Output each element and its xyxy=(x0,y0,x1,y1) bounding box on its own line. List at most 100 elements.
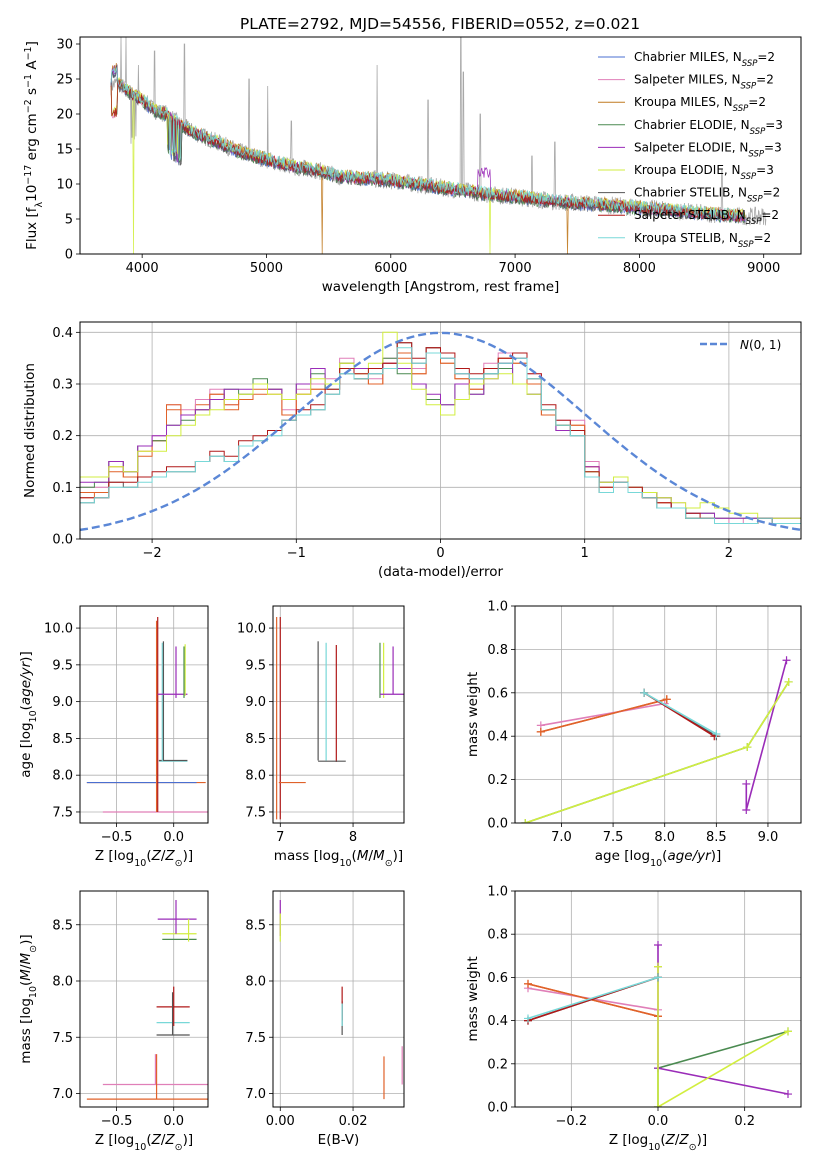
weight-marker xyxy=(640,688,649,697)
y-tick-label: 0.2 xyxy=(487,1057,508,1072)
x-tick-label: 4000 xyxy=(126,261,159,276)
weight-marker xyxy=(742,779,751,788)
panel-weight_vs_age: 7.0 7.5 8.0 8.5 9.0 0.0 0.2 0.4 0.6 0.8 1.0 age [lo… xyxy=(465,600,802,869)
x-tick-label: 7.0 xyxy=(551,830,572,845)
legend-label: Salpeter MILES, NSSP=2 xyxy=(634,73,774,92)
weight-line xyxy=(540,698,668,733)
y-axis-label: mass [log10(M/M⊙)] xyxy=(18,934,39,1063)
x-axis-label: Z [log10(Z/Z⊙)] xyxy=(609,1132,707,1153)
y-tick-label: 7.0 xyxy=(52,1087,73,1102)
weight-marker xyxy=(742,805,751,814)
panel-weight_vs_Z: −0.2 0.0 0.2 0.0 0.2 0.4 0.6 0.8 1.0 Z [log10(Z/Z… xyxy=(465,885,802,1153)
weight-line xyxy=(527,983,659,1018)
y-axis-label: mass weight xyxy=(465,956,481,1041)
x-tick-label: 8.5 xyxy=(706,830,727,845)
legend-label: Kroupa MILES, NSSP=2 xyxy=(634,95,766,114)
y-tick-label: 0.8 xyxy=(487,928,508,943)
weight-marker xyxy=(536,727,545,736)
x-tick-label: 8.0 xyxy=(654,830,675,845)
y-tick-label: 0.2 xyxy=(52,429,73,444)
model-spectrum xyxy=(110,62,746,254)
weight-marker xyxy=(662,695,671,704)
x-tick-label: 5000 xyxy=(250,261,283,276)
plot-area xyxy=(515,606,801,823)
y-tick-label: 0.0 xyxy=(52,533,73,548)
x-tick-label: 2 xyxy=(725,546,733,561)
legend: Chabrier MILES, NSSP=2 Salpeter MILES, NS… xyxy=(598,50,783,250)
weight-marker xyxy=(784,1090,792,1099)
weight-marker xyxy=(712,730,721,739)
x-tick-label: 7.5 xyxy=(603,830,624,845)
y-tick-label: 1.0 xyxy=(487,600,508,615)
x-tick-label: −0.5 xyxy=(101,830,133,845)
x-tick-label: 0.00 xyxy=(266,1114,295,1129)
axes-frame xyxy=(272,890,405,1108)
y-tick-label: 10 xyxy=(56,178,73,193)
y-tick-label: 0.1 xyxy=(52,481,73,496)
x-tick-label: 9000 xyxy=(747,261,780,276)
weight-marker xyxy=(654,1103,662,1107)
plot-area xyxy=(80,891,208,1107)
y-tick-label: 8.0 xyxy=(52,769,73,784)
x-tick-label: 0.0 xyxy=(163,1114,184,1129)
y-tick-label: 8.0 xyxy=(52,975,73,990)
y-tick-label: 0.8 xyxy=(487,643,508,658)
weight-line xyxy=(745,660,788,811)
y-tick-label: 7.0 xyxy=(245,1087,266,1102)
x-tick-label: 0.02 xyxy=(339,1114,368,1129)
y-tick-label: 25 xyxy=(56,73,73,88)
histogram-step xyxy=(80,331,801,519)
weight-line xyxy=(657,966,789,1107)
y-tick-label: 0 xyxy=(65,248,73,263)
y-tick-label: 7.5 xyxy=(245,805,266,820)
x-tick-label: −0.5 xyxy=(101,1114,133,1129)
panel-mass_vs_Z: −0.5 0.0 7.0 7.5 8.0 8.5 Z [log10(Z/Z⊙)] mass [… xyxy=(18,890,209,1153)
x-axis-label: mass [log10(M/M⊙)] xyxy=(274,848,403,869)
x-tick-label: 7 xyxy=(276,830,284,845)
y-tick-label: 0.2 xyxy=(487,773,508,788)
x-axis-label: Z [log10(Z/Z⊙)] xyxy=(95,1132,193,1153)
legend: N(0, 1) xyxy=(700,338,781,352)
y-axis-label: age [log10(age/yr)] xyxy=(18,651,39,777)
weight-marker xyxy=(524,1014,532,1023)
legend-label: Chabrier ELODIE, NSSP=3 xyxy=(634,118,783,137)
y-tick-label: 0.4 xyxy=(487,730,508,745)
weight-line xyxy=(657,945,789,1095)
axes-frame xyxy=(79,890,209,1108)
plot-area xyxy=(273,606,404,823)
x-tick-label: 8 xyxy=(349,830,357,845)
x-tick-label: 8000 xyxy=(623,261,656,276)
legend-label: Kroupa STELIB, NSSP=2 xyxy=(634,231,771,250)
axes-frame xyxy=(79,605,209,824)
weight-marker xyxy=(784,677,793,686)
y-tick-label: 9.5 xyxy=(52,658,73,673)
legend-label: Chabrier MILES, NSSP=2 xyxy=(634,50,775,69)
x-tick-label: 0 xyxy=(436,546,444,561)
plot-area xyxy=(273,891,404,1107)
x-tick-label: 6000 xyxy=(374,261,407,276)
y-tick-label: 8.5 xyxy=(245,918,266,933)
y-tick-label: 8.5 xyxy=(52,732,73,747)
y-tick-label: 8.0 xyxy=(245,975,266,990)
panel-residual_hist: −2 −1 0 1 2 0.0 0.1 0.2 0.3 0.4 (data-model)/error… xyxy=(22,321,802,580)
weight-line xyxy=(527,976,659,1020)
y-tick-label: 20 xyxy=(56,108,73,123)
y-tick-label: 8.5 xyxy=(245,732,266,747)
x-tick-label: 9.0 xyxy=(758,830,779,845)
x-tick-label: 7000 xyxy=(499,261,532,276)
y-tick-label: 10.0 xyxy=(237,622,266,637)
x-tick-label: −2 xyxy=(143,546,162,561)
weight-marker xyxy=(654,962,662,971)
axes-frame xyxy=(79,321,802,540)
y-tick-label: 0.3 xyxy=(52,378,73,393)
model-spectrum xyxy=(110,67,746,220)
weight-marker xyxy=(654,941,662,949)
weight-marker xyxy=(743,743,752,752)
weight-line xyxy=(643,692,717,735)
y-tick-label: 0.4 xyxy=(52,326,73,341)
y-tick-label: 0.6 xyxy=(487,686,508,701)
legend-label: Chabrier STELIB, NSSP=2 xyxy=(634,186,780,205)
gaussian-curve xyxy=(80,331,801,532)
y-tick-label: 9.5 xyxy=(245,658,266,673)
